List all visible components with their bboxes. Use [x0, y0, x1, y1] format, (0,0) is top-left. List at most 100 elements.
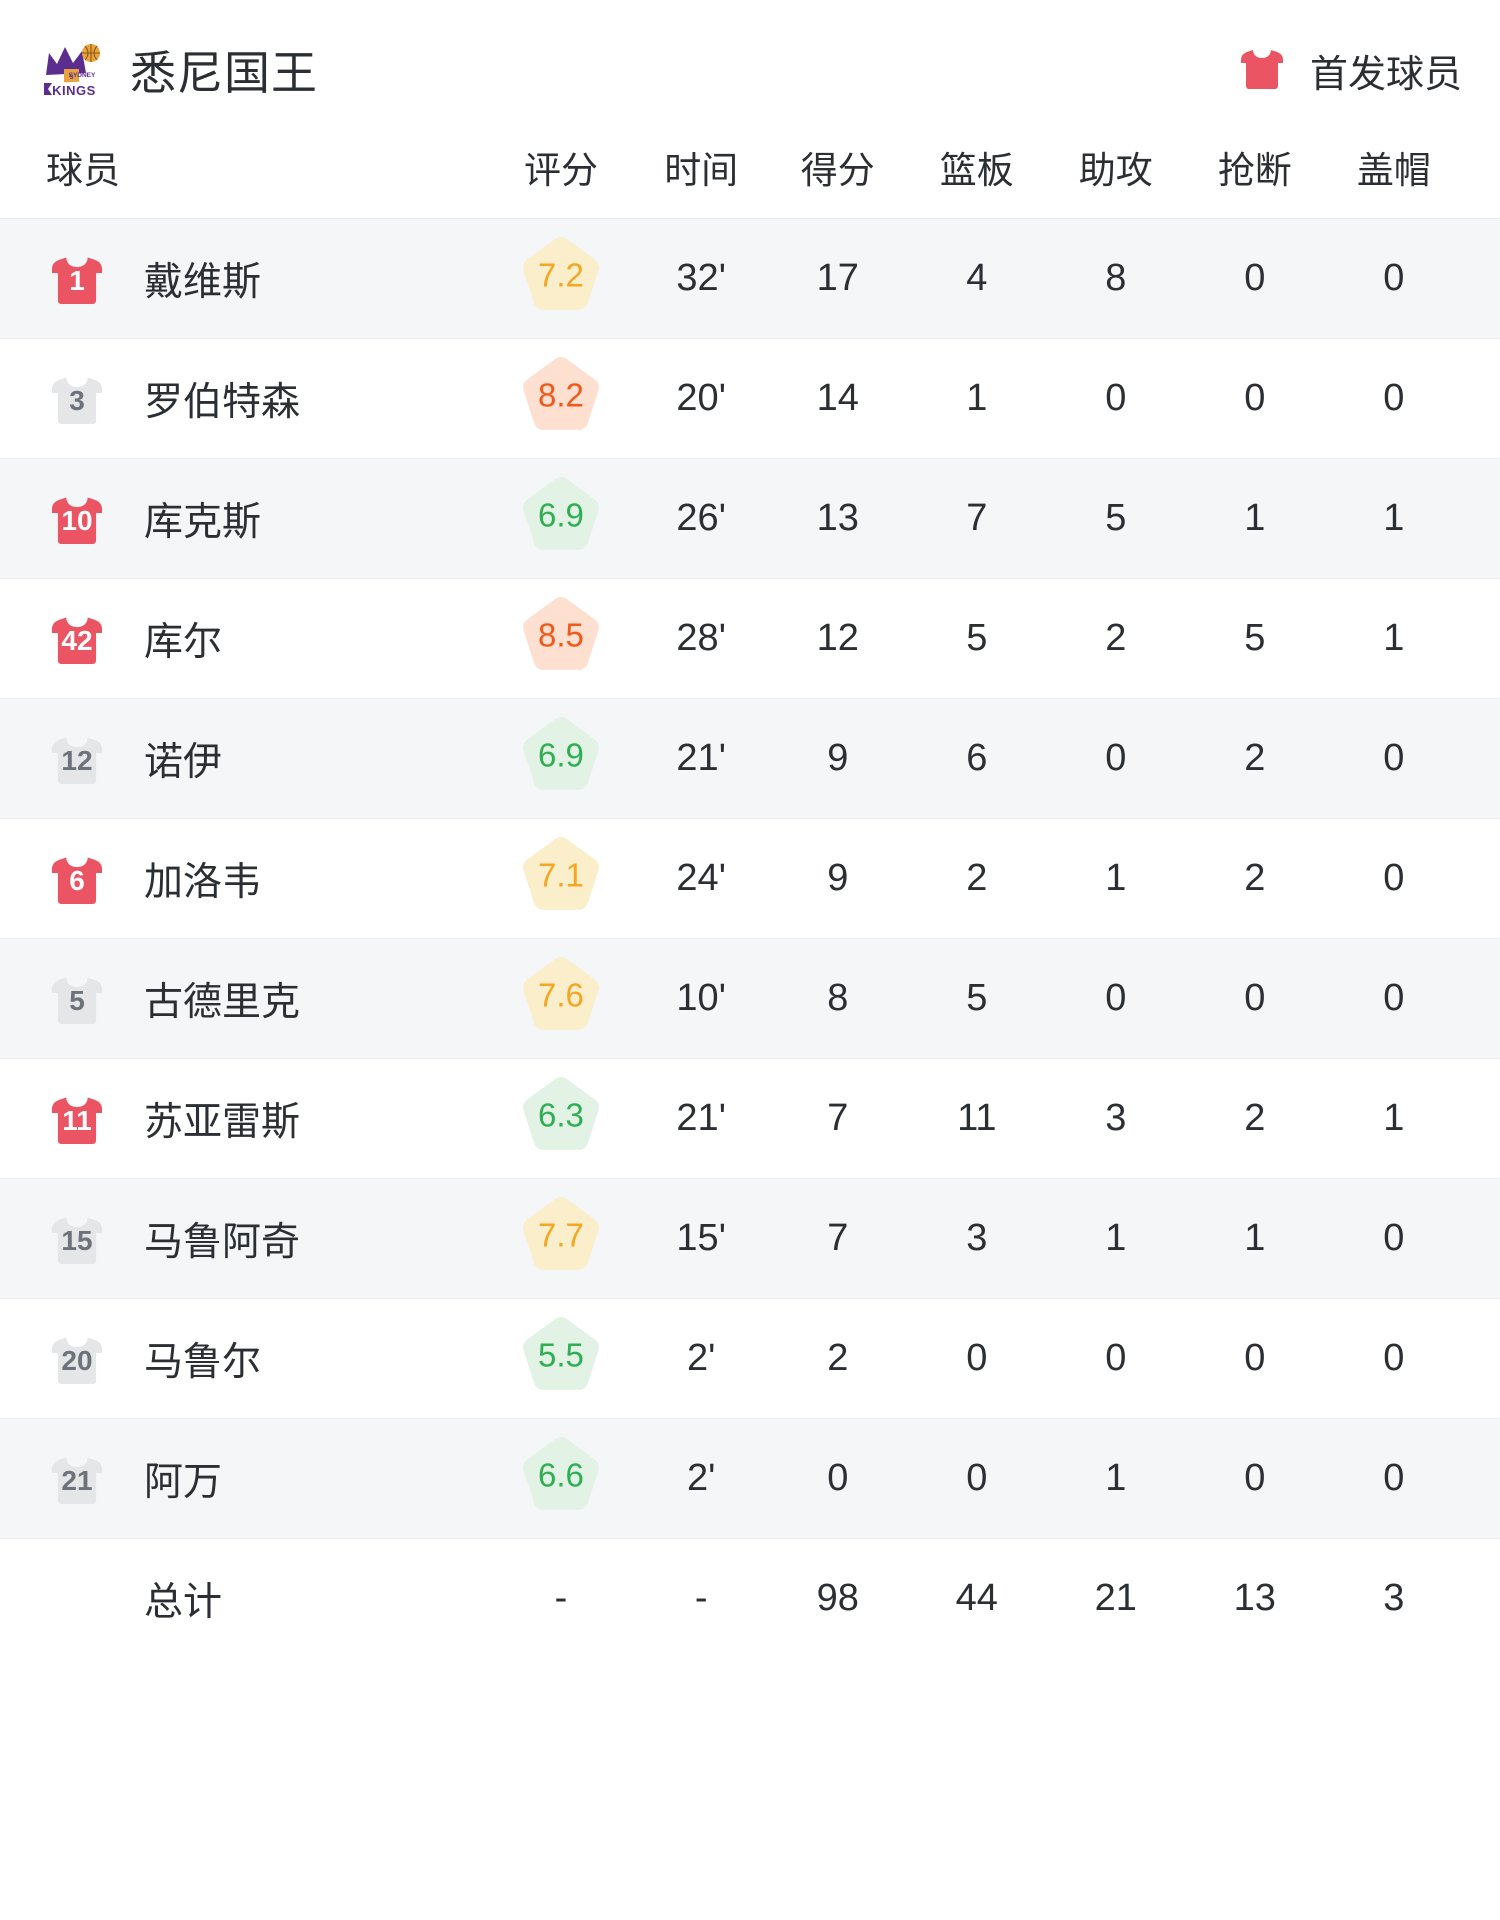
player-cell[interactable]: 1 戴维斯	[0, 218, 488, 339]
assists-cell: 1	[1046, 1418, 1186, 1539]
row-spacer	[1463, 218, 1500, 339]
rating-value: 6.9	[538, 495, 584, 533]
player-name: 马鲁阿奇	[144, 1220, 301, 1264]
blocks-cell: 1	[1324, 458, 1464, 579]
assists-cell: 0	[1046, 938, 1186, 1059]
column-header-player[interactable]: 球员	[46, 150, 120, 191]
sydney-kings-logo-icon: S SYDNEY KINGS	[42, 39, 108, 101]
table-body: 1 戴维斯 7.2 32' 17 4 8 0 0 3 罗伯特森 8.2 20' 14 1 0 0 0 10 库克斯 6.…	[0, 218, 1500, 1659]
steals-cell: 5	[1185, 578, 1325, 699]
blocks-cell: 0	[1324, 818, 1464, 939]
assists-cell: 5	[1046, 458, 1186, 579]
rebounds-cell: 5	[907, 938, 1047, 1059]
column-header-minutes[interactable]: 时间	[664, 150, 739, 191]
jersey-number: 6	[69, 864, 85, 896]
table-row[interactable]: 5 古德里克 7.6 10' 8 5 0 0 0	[0, 938, 1500, 1059]
row-spacer	[1463, 1058, 1500, 1179]
team-name: 悉尼国王	[130, 47, 318, 99]
rating-value: 5.5	[538, 1335, 584, 1373]
table-row[interactable]: 42 库尔 8.5 28' 12 5 2 5 1	[0, 578, 1500, 699]
points-cell: 0	[768, 1418, 908, 1539]
jersey-icon: 1	[46, 248, 108, 310]
rating-value: 8.5	[538, 615, 584, 653]
table-row[interactable]: 21 阿万 6.6 2' 0 0 1 0 0	[0, 1418, 1500, 1539]
table-header-row: 球员 评分 时间 得分 篮板 助攻 抢断 盖帽	[0, 140, 1500, 219]
jersey-icon: 5	[46, 968, 108, 1030]
starters-legend: 首发球员	[1236, 42, 1462, 99]
rating-badge: 7.1	[519, 834, 603, 914]
table-row[interactable]: 20 马鲁尔 5.5 2' 2 0 0 0 0	[0, 1298, 1500, 1419]
rating-badge: 6.9	[519, 474, 603, 554]
totals-points: 98	[768, 1538, 908, 1659]
legend-label: 首发球员	[1309, 53, 1462, 96]
table-row[interactable]: 12 诺伊 6.9 21' 9 6 0 2 0	[0, 698, 1500, 819]
blocks-cell: 0	[1324, 1418, 1464, 1539]
points-cell: 9	[768, 698, 908, 819]
player-cell[interactable]: 3 罗伯特森	[0, 338, 488, 459]
points-cell: 9	[768, 818, 908, 939]
column-header-steals[interactable]: 抢断	[1217, 150, 1292, 191]
totals-minutes: -	[634, 1538, 769, 1659]
minutes-cell: 2'	[634, 1418, 769, 1539]
player-cell[interactable]: 21 阿万	[0, 1418, 488, 1539]
player-cell[interactable]: 42 库尔	[0, 578, 488, 699]
player-cell[interactable]: 10 库克斯	[0, 458, 488, 579]
table-row[interactable]: 1 戴维斯 7.2 32' 17 4 8 0 0	[0, 218, 1500, 339]
jersey-number: 5	[69, 984, 85, 1016]
assists-cell: 0	[1046, 698, 1186, 819]
totals-rating: -	[487, 1538, 635, 1659]
column-header-spacer	[1463, 140, 1500, 219]
totals-label: 总计	[144, 1580, 223, 1624]
minutes-cell: 15'	[634, 1178, 769, 1299]
column-header-rating[interactable]: 评分	[523, 150, 598, 191]
rebounds-cell: 0	[907, 1418, 1047, 1539]
minutes-cell: 28'	[634, 578, 769, 699]
points-cell: 13	[768, 458, 908, 579]
rating-value: 7.1	[538, 855, 584, 893]
svg-text:SYDNEY: SYDNEY	[69, 72, 96, 79]
row-spacer	[1463, 338, 1500, 459]
minutes-cell: 10'	[634, 938, 769, 1059]
rebounds-cell: 1	[907, 338, 1047, 459]
column-header-points[interactable]: 得分	[800, 150, 875, 191]
rating-cell: 6.6	[487, 1418, 635, 1539]
column-header-rebounds[interactable]: 篮板	[939, 150, 1014, 191]
rating-cell: 6.9	[487, 458, 635, 579]
player-cell[interactable]: 11 苏亚雷斯	[0, 1058, 488, 1179]
rating-badge: 7.2	[519, 234, 603, 314]
rating-value: 7.2	[538, 255, 584, 293]
minutes-cell: 32'	[634, 218, 769, 339]
rating-value: 8.2	[538, 375, 584, 413]
column-header-assists[interactable]: 助攻	[1078, 150, 1153, 191]
minutes-cell: 21'	[634, 1058, 769, 1179]
jersey-number: 11	[62, 1104, 92, 1136]
player-name: 阿万	[144, 1460, 223, 1504]
rating-badge: 6.3	[519, 1074, 603, 1154]
points-cell: 2	[768, 1298, 908, 1419]
assists-cell: 1	[1046, 818, 1186, 939]
rebounds-cell: 6	[907, 698, 1047, 819]
totals-spacer	[1463, 1538, 1500, 1659]
assists-cell: 1	[1046, 1178, 1186, 1299]
player-cell[interactable]: 6 加洛韦	[0, 818, 488, 939]
table-row[interactable]: 3 罗伯特森 8.2 20' 14 1 0 0 0	[0, 338, 1500, 459]
player-cell[interactable]: 12 诺伊	[0, 698, 488, 819]
table-row[interactable]: 11 苏亚雷斯 6.3 21' 7 11 3 2 1	[0, 1058, 1500, 1179]
blocks-cell: 0	[1324, 338, 1464, 459]
player-cell[interactable]: 20 马鲁尔	[0, 1298, 488, 1419]
steals-cell: 0	[1185, 1298, 1325, 1419]
team-identity[interactable]: S SYDNEY KINGS 悉尼国王	[42, 37, 318, 103]
blocks-cell: 1	[1324, 578, 1464, 699]
jersey-icon	[1236, 42, 1288, 99]
player-cell[interactable]: 5 古德里克	[0, 938, 488, 1059]
table-row[interactable]: 10 库克斯 6.9 26' 13 7 5 1 1	[0, 458, 1500, 579]
blocks-cell: 0	[1324, 218, 1464, 339]
table-row[interactable]: 6 加洛韦 7.1 24' 9 2 1 2 0	[0, 818, 1500, 939]
rebounds-cell: 3	[907, 1178, 1047, 1299]
column-header-blocks[interactable]: 盖帽	[1356, 150, 1431, 191]
blocks-cell: 0	[1324, 698, 1464, 819]
table-row[interactable]: 15 马鲁阿奇 7.7 15' 7 3 1 1 0	[0, 1178, 1500, 1299]
svg-text:S: S	[69, 75, 73, 81]
player-cell[interactable]: 15 马鲁阿奇	[0, 1178, 488, 1299]
steals-cell: 2	[1185, 818, 1325, 939]
